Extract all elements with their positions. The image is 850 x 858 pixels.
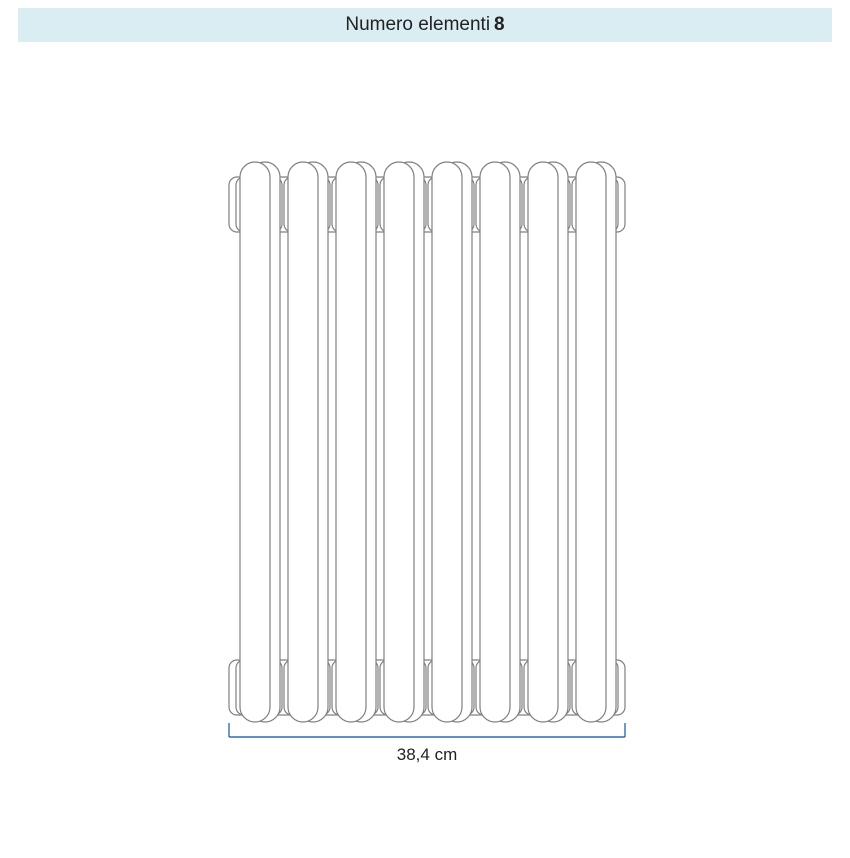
header-bar: Numero elementi 8 — [18, 8, 832, 42]
header-label: Numero elementi — [345, 14, 490, 36]
dimension-label: 38,4 cm — [397, 745, 457, 765]
diagram-stage: 38,4 cm — [0, 42, 850, 842]
radiator-diagram — [0, 42, 850, 802]
header-count: 8 — [494, 14, 505, 36]
